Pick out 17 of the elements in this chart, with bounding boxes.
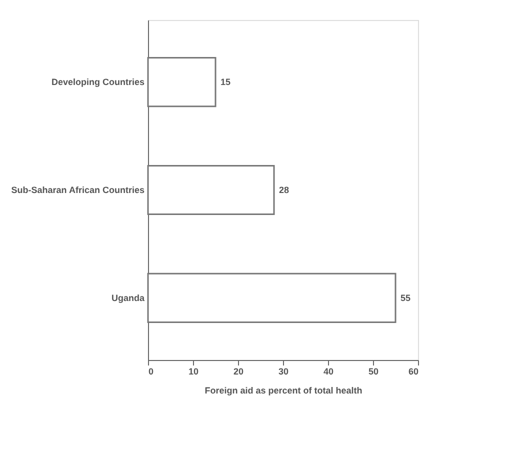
x-tick-label: 10	[188, 366, 199, 376]
y-tick-label: Sub-Saharan African Countries	[11, 185, 144, 195]
x-tick-label: 60	[408, 366, 418, 376]
data-label: 55	[400, 292, 411, 303]
x-tick-label: 30	[278, 366, 289, 376]
x-tick-label: 0	[148, 366, 154, 376]
x-tick-label: 40	[323, 366, 334, 376]
y-tick-label: Uganda	[111, 292, 146, 303]
bar	[147, 57, 216, 108]
x-axis-title: Foreign aid as percent of total health	[204, 386, 362, 396]
data-label: 15	[220, 77, 231, 88]
x-tick-label: 50	[368, 366, 379, 376]
y-tick-label: Developing Countries	[51, 77, 144, 88]
x-tick-label: 20	[233, 366, 244, 376]
data-label: 28	[279, 185, 290, 195]
bar	[147, 272, 396, 323]
bar	[147, 164, 275, 216]
